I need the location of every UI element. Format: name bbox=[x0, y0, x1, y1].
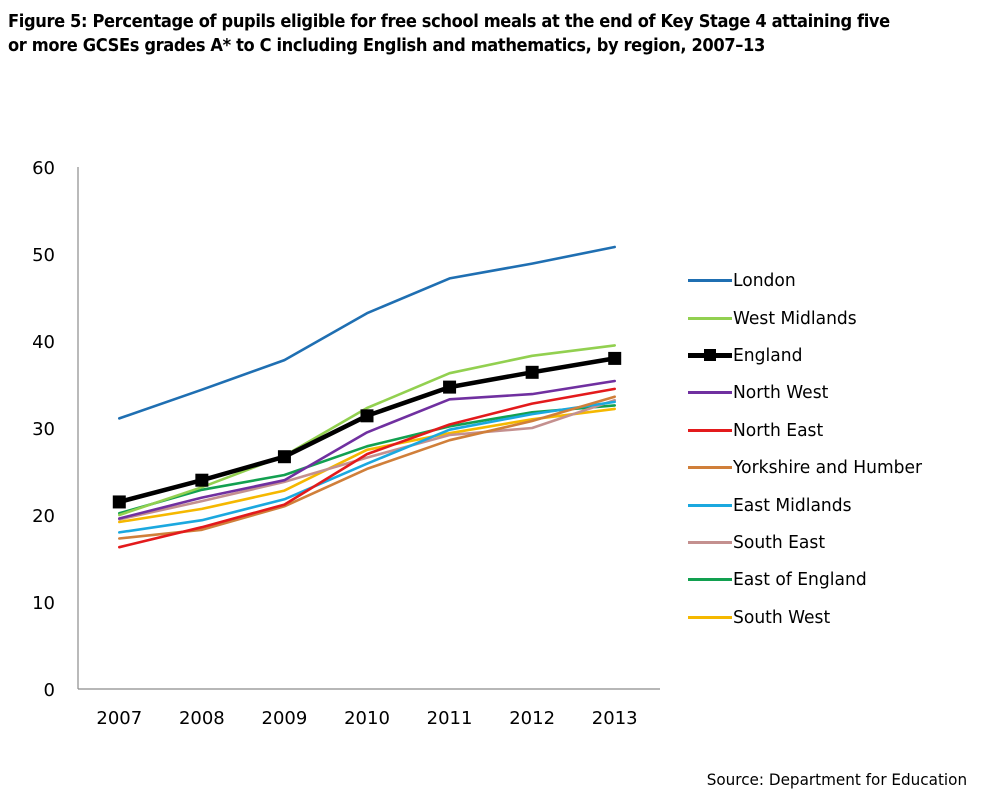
legend-swatch bbox=[688, 605, 732, 629]
series-england bbox=[112, 351, 622, 509]
legend-swatch bbox=[688, 381, 732, 405]
x-tick-label: 2010 bbox=[344, 708, 390, 729]
series-line bbox=[118, 400, 617, 534]
series-line bbox=[118, 395, 617, 540]
series-south-east bbox=[118, 398, 617, 521]
legend-label: North East bbox=[733, 419, 824, 441]
series-east-midlands bbox=[118, 400, 617, 534]
legend-label: South East bbox=[733, 531, 826, 553]
legend-label: West Midlands bbox=[733, 307, 857, 329]
y-tick-label: 30 bbox=[32, 419, 55, 440]
legend-swatch bbox=[688, 269, 732, 293]
series-east-of-england bbox=[118, 404, 617, 515]
series-west-midlands bbox=[118, 344, 617, 517]
data-point-marker bbox=[112, 495, 126, 509]
legend-label: Yorkshire and Humber bbox=[733, 457, 923, 479]
x-tick-label: 2011 bbox=[427, 708, 473, 729]
series-line bbox=[118, 379, 617, 520]
figure-title: Figure 5: Percentage of pupils eligible … bbox=[8, 12, 890, 56]
x-tick-label: 2009 bbox=[262, 708, 308, 729]
y-tick-label: 60 bbox=[32, 158, 55, 179]
series-north-west bbox=[118, 379, 617, 520]
legend-label: South West bbox=[733, 606, 831, 628]
legend-item: East of England bbox=[688, 561, 932, 598]
legend-item: South West bbox=[688, 599, 932, 636]
series-south-west bbox=[118, 407, 617, 524]
legend-label: England bbox=[733, 344, 803, 366]
series-line bbox=[118, 245, 617, 420]
y-tick-label: 40 bbox=[32, 332, 55, 353]
y-tick-label: 0 bbox=[44, 680, 55, 701]
legend-item: England bbox=[688, 337, 932, 374]
data-point-marker bbox=[608, 351, 622, 365]
series-line bbox=[118, 398, 617, 521]
series-layer bbox=[112, 245, 622, 549]
legend-swatch bbox=[688, 343, 732, 367]
legend-label: London bbox=[733, 270, 796, 292]
legend-marker-square bbox=[704, 349, 716, 362]
legend-label: East Midlands bbox=[733, 494, 852, 516]
legend-item: London bbox=[688, 262, 932, 299]
x-tick-label: 2008 bbox=[179, 708, 225, 729]
legend-item: East Midlands bbox=[688, 486, 932, 523]
series-yorkshire-and-humber bbox=[118, 395, 617, 540]
series-north-east bbox=[118, 387, 617, 549]
source-note: Source: Department for Education bbox=[706, 770, 967, 789]
data-point-marker bbox=[360, 409, 374, 423]
series-line bbox=[118, 387, 617, 549]
chart-legend: London West Midlands England North West Nort… bbox=[688, 262, 932, 636]
x-tick-label: 2012 bbox=[509, 708, 555, 729]
data-point-marker bbox=[525, 365, 539, 379]
legend-swatch bbox=[688, 568, 732, 592]
legend-swatch bbox=[688, 493, 732, 517]
series-line bbox=[118, 344, 617, 517]
series-line bbox=[118, 404, 617, 515]
legend-item: South East bbox=[688, 524, 932, 561]
legend-item: Yorkshire and Humber bbox=[688, 449, 932, 486]
axes: 0 10 20 30 40 50 60 2007 2008 2009 2010 2011 2012 201… bbox=[32, 158, 660, 729]
data-point-marker bbox=[195, 473, 209, 487]
series-london bbox=[118, 245, 617, 420]
y-tick-label: 20 bbox=[32, 506, 55, 527]
y-tick-label: 10 bbox=[32, 593, 55, 614]
legend-swatch bbox=[688, 456, 732, 480]
y-tick-label: 50 bbox=[32, 245, 55, 266]
legend-swatch bbox=[688, 418, 732, 442]
legend-item: West Midlands bbox=[688, 299, 932, 336]
x-tick-label: 2013 bbox=[592, 708, 638, 729]
series-line bbox=[118, 407, 617, 524]
legend-swatch bbox=[688, 530, 732, 554]
legend-label: East of England bbox=[733, 569, 867, 591]
series-line bbox=[117, 356, 617, 505]
legend-item: North East bbox=[688, 412, 932, 449]
legend-swatch bbox=[688, 306, 732, 330]
legend-label: North West bbox=[733, 382, 829, 404]
x-tick-label: 2007 bbox=[96, 708, 142, 729]
data-point-marker bbox=[277, 450, 291, 464]
data-point-marker bbox=[443, 380, 457, 394]
legend-item: North West bbox=[688, 374, 932, 411]
